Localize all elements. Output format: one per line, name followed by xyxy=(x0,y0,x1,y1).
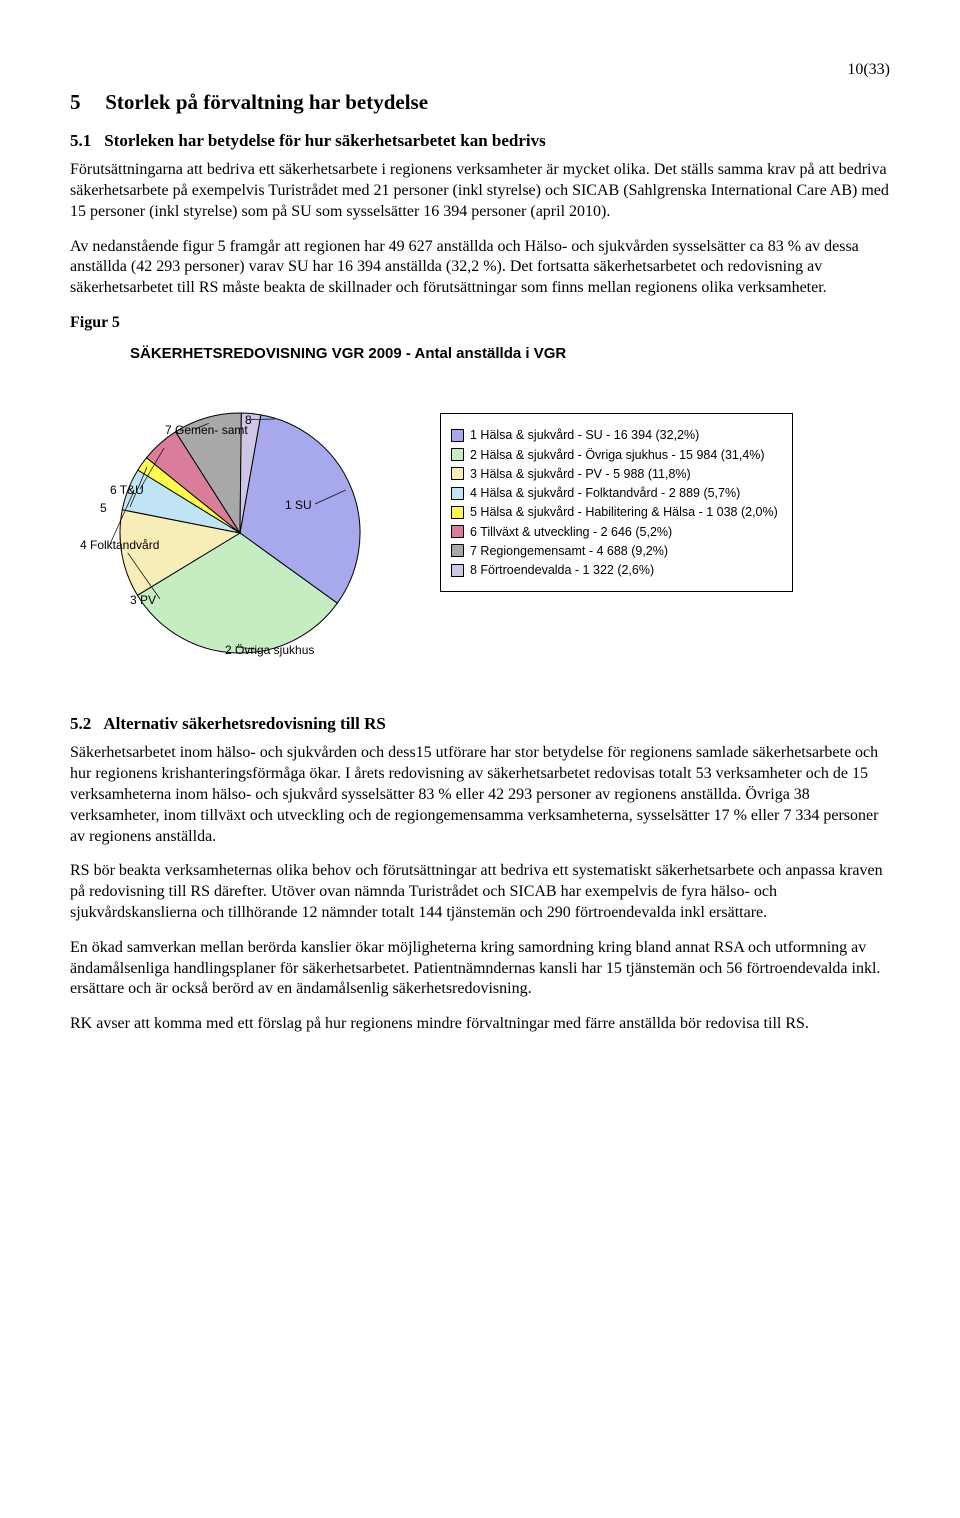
legend-text: 6 Tillväxt & utveckling - 2 646 (5,2%) xyxy=(470,524,672,540)
section-5-1-para-1: Förutsättningarna att bedriva ett säkerh… xyxy=(70,160,890,222)
legend-item: 5 Hälsa & sjukvård - Habilitering & Häls… xyxy=(451,504,778,520)
section-5-number: 5 xyxy=(70,89,100,116)
section-5-2-number: 5.2 xyxy=(70,713,100,735)
figure-5-title: SÄKERHETSREDOVISNING VGR 2009 - Antal an… xyxy=(130,344,890,364)
legend-text: 2 Hälsa & sjukvård - Övriga sjukhus - 15… xyxy=(470,447,765,463)
legend-item: 4 Hälsa & sjukvård - Folktandvård - 2 88… xyxy=(451,485,778,501)
legend-text: 5 Hälsa & sjukvård - Habilitering & Häls… xyxy=(470,504,778,520)
section-5-2-para-4: RK avser att komma med ett förslag på hu… xyxy=(70,1014,890,1035)
pie-slice-label: 7 Gemen- samt xyxy=(165,423,248,439)
legend-swatch xyxy=(451,506,464,519)
legend-text: 3 Hälsa & sjukvård - PV - 5 988 (11,8%) xyxy=(470,466,691,482)
section-5-2-title: Alternativ säkerhetsredovisning till RS xyxy=(103,714,386,733)
legend-swatch xyxy=(451,467,464,480)
legend-text: 7 Regiongemensamt - 4 688 (9,2%) xyxy=(470,543,668,559)
section-5-2-heading: 5.2 Alternativ säkerhetsredovisning till… xyxy=(70,713,890,735)
pie-slice-label: 6 T&U xyxy=(110,483,144,499)
legend-item: 8 Förtroendevalda - 1 322 (2,6%) xyxy=(451,562,778,578)
pie-chart: 1 SU 2 Övriga sjukhus 3 PV 4 Folktandvård 56… xyxy=(70,383,410,683)
pie-slice-label: 5 xyxy=(100,501,107,517)
section-5-1-number: 5.1 xyxy=(70,130,100,152)
pie-slice-label: 2 Övriga sjukhus xyxy=(225,643,314,659)
legend-item: 3 Hälsa & sjukvård - PV - 5 988 (11,8%) xyxy=(451,466,778,482)
legend-item: 7 Regiongemensamt - 4 688 (9,2%) xyxy=(451,543,778,559)
legend-swatch xyxy=(451,448,464,461)
section-5-heading: 5 Storlek på förvaltning har betydelse xyxy=(70,89,890,116)
section-5-1-heading: 5.1 Storleken har betydelse för hur säke… xyxy=(70,130,890,152)
pie-slice-label: 3 PV xyxy=(130,593,156,609)
legend-item: 2 Hälsa & sjukvård - Övriga sjukhus - 15… xyxy=(451,447,778,463)
figure-5-label: Figur 5 xyxy=(70,313,890,334)
legend-text: 4 Hälsa & sjukvård - Folktandvård - 2 88… xyxy=(470,485,740,501)
page-number: 10(33) xyxy=(70,60,890,81)
legend-swatch xyxy=(451,429,464,442)
legend-swatch xyxy=(451,564,464,577)
legend-swatch xyxy=(451,525,464,538)
legend-item: 1 Hälsa & sjukvård - SU - 16 394 (32,2%) xyxy=(451,427,778,443)
section-5-1-title: Storleken har betydelse för hur säkerhet… xyxy=(104,131,546,150)
legend-swatch xyxy=(451,544,464,557)
section-5-title: Storlek på förvaltning har betydelse xyxy=(105,90,428,114)
legend-text: 8 Förtroendevalda - 1 322 (2,6%) xyxy=(470,562,654,578)
section-5-2-para-3: En ökad samverkan mellan berörda kanslie… xyxy=(70,938,890,1000)
section-5-2-para-2: RS bör beakta verksamheternas olika beho… xyxy=(70,861,890,923)
pie-slice-label: 1 SU xyxy=(285,498,312,514)
pie-legend: 1 Hälsa & sjukvård - SU - 16 394 (32,2%)… xyxy=(440,413,793,592)
pie-slice-label: 4 Folktandvård xyxy=(80,538,159,554)
legend-item: 6 Tillväxt & utveckling - 2 646 (5,2%) xyxy=(451,524,778,540)
pie-slice-label: 8 xyxy=(245,413,252,429)
legend-swatch xyxy=(451,487,464,500)
section-5-1-para-2: Av nedanstående figur 5 framgår att regi… xyxy=(70,237,890,299)
figure-5-chart-area: 1 SU2 Övriga sjukhus3 PV4 Folktandvård56… xyxy=(70,383,890,683)
section-5-2-para-1: Säkerhetsarbetet inom hälso- och sjukvår… xyxy=(70,743,890,847)
legend-text: 1 Hälsa & sjukvård - SU - 16 394 (32,2%) xyxy=(470,427,699,443)
